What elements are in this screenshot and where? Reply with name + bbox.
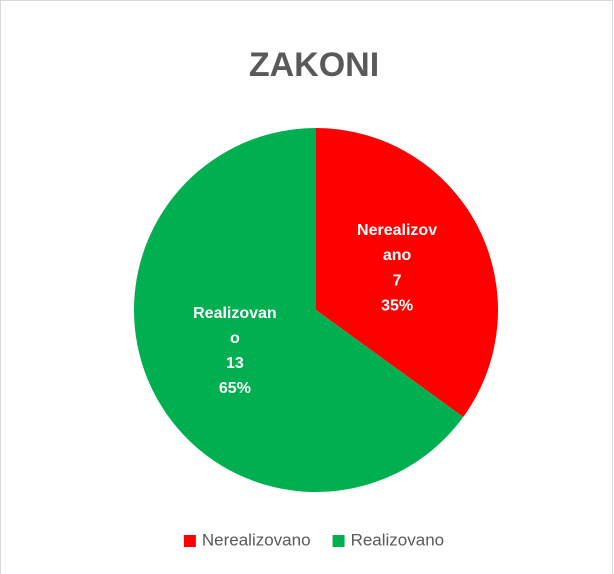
chart-title: ZAKONI: [249, 46, 379, 84]
legend: Nerealizovano Realizovano: [183, 530, 445, 549]
data-label-name: Realizovan o: [193, 305, 277, 347]
legend-swatch: [332, 535, 345, 547]
legend-label: Nerealizovano: [202, 530, 311, 549]
data-label-percent: 65%: [219, 380, 251, 397]
legend-label: Realizovano: [351, 530, 445, 549]
data-label-value: 7: [393, 272, 402, 289]
legend-swatch: [183, 535, 196, 547]
data-label-value: 13: [226, 355, 244, 372]
pie-slice: [134, 128, 464, 492]
data-label-name: Nerealizov ano: [357, 222, 437, 264]
pie-slice: [316, 128, 499, 417]
data-label-percent: 35%: [381, 297, 413, 314]
